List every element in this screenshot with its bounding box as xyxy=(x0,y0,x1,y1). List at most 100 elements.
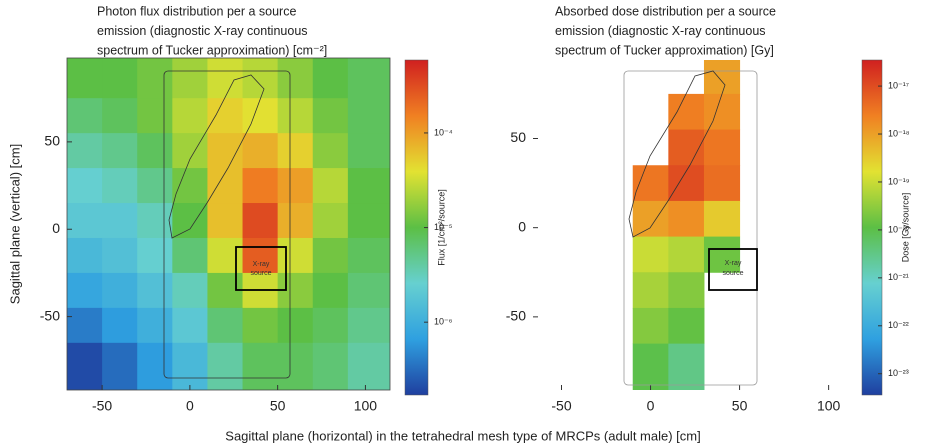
heat-cell xyxy=(207,58,244,99)
heat-cell xyxy=(102,342,138,390)
heat-cell xyxy=(347,272,390,309)
heat-cell xyxy=(277,168,314,204)
heat-cell xyxy=(242,58,279,99)
heat-cell xyxy=(242,342,279,390)
heat-cell xyxy=(632,200,669,238)
heat-cell xyxy=(172,237,208,274)
heat-cell xyxy=(632,165,669,202)
colorbar-tick-label: 10⁻⁶ xyxy=(434,317,453,327)
heat-cell xyxy=(668,343,705,390)
heat-cell xyxy=(632,307,669,345)
heat-cell xyxy=(207,307,244,344)
heat-cell xyxy=(347,98,390,134)
heat-cell xyxy=(632,272,669,309)
heat-cell xyxy=(277,307,314,344)
heat-cell xyxy=(632,343,669,390)
x-tick-label: 100 xyxy=(817,398,841,414)
body-outline xyxy=(168,74,265,239)
chart-title: spectrum of Tucker approximation) [Gy] xyxy=(555,43,774,57)
chart-title: emission (diagnostic X-ray continuous xyxy=(555,24,766,38)
heatmap xyxy=(67,58,390,390)
heat-cell xyxy=(668,307,705,345)
x-tick-label: 100 xyxy=(354,398,378,414)
heat-cell xyxy=(207,98,244,134)
heat-cell xyxy=(172,168,208,204)
heat-cell xyxy=(67,58,103,99)
plot-frame xyxy=(66,57,391,391)
colorbar-tick-label: 10⁻⁴ xyxy=(434,127,453,137)
x-tick-label: 0 xyxy=(647,398,655,414)
heat-cell xyxy=(137,203,173,239)
heat-cell xyxy=(668,129,705,166)
heat-cell xyxy=(277,133,314,169)
heat-cell xyxy=(347,203,390,239)
heat-cell xyxy=(67,168,103,204)
heat-cell xyxy=(172,307,208,344)
y-tick-label: 50 xyxy=(44,133,60,149)
phantom-box xyxy=(623,70,758,386)
x-tick-label: 50 xyxy=(732,398,748,414)
y-tick-label: -50 xyxy=(40,307,60,323)
heat-cell xyxy=(347,168,390,204)
colorbar xyxy=(861,59,883,396)
heat-cell xyxy=(242,307,279,344)
phantom-box xyxy=(163,70,291,379)
heat-cell xyxy=(277,237,314,274)
heat-cell xyxy=(102,203,138,239)
heat-cell xyxy=(137,98,173,134)
heat-cell xyxy=(668,200,705,238)
body-outline xyxy=(628,70,726,238)
heat-cell xyxy=(67,307,103,344)
chart-title: emission (diagnostic X-ray continuous xyxy=(97,24,308,38)
heat-cell xyxy=(207,203,244,239)
heat-cell xyxy=(242,133,279,169)
heat-cell xyxy=(67,342,103,390)
heat-cell xyxy=(207,133,244,169)
x-tick-label: -50 xyxy=(551,398,571,414)
source-label: X-ray xyxy=(725,260,742,267)
chart-title: Absorbed dose distribution per a source xyxy=(555,4,776,18)
y-axis-label: Sagittal plane (vertical) [cm] xyxy=(7,144,22,304)
heat-cell xyxy=(347,133,390,169)
source-box xyxy=(235,246,287,291)
colorbar-label: Flux [1/cm²/source] xyxy=(436,189,446,266)
heat-cell xyxy=(172,98,208,134)
heat-cell xyxy=(347,58,390,99)
x-tick-label: 50 xyxy=(270,398,286,414)
heat-cell xyxy=(67,98,103,134)
chart-title: spectrum of Tucker approximation) [cm⁻²] xyxy=(97,43,327,57)
colorbar-tick-label: 10⁻¹⁹ xyxy=(888,176,910,186)
heat-cell xyxy=(242,237,279,274)
heat-cell xyxy=(67,203,103,239)
heat-cell xyxy=(172,203,208,239)
heat-cell xyxy=(207,237,244,274)
heat-cell xyxy=(668,93,705,131)
heat-cell xyxy=(312,133,349,169)
heat-cell xyxy=(703,60,741,95)
heat-cell xyxy=(102,272,138,309)
heat-cell xyxy=(668,272,705,309)
heat-cell xyxy=(102,58,138,99)
colorbar-tick-label: 10⁻¹⁸ xyxy=(888,128,910,138)
y-tick-label: 0 xyxy=(518,218,526,234)
heat-cell xyxy=(668,236,705,273)
heat-cell xyxy=(703,129,741,166)
heat-cell xyxy=(347,237,390,274)
source-label: source xyxy=(250,270,271,277)
colorbar-tick-label: 10⁻²² xyxy=(888,320,909,330)
heat-cell xyxy=(207,168,244,204)
heat-cell xyxy=(347,307,390,344)
heat-cell xyxy=(703,165,741,202)
heat-cell xyxy=(137,307,173,344)
heat-cell xyxy=(347,342,390,390)
colorbar-tick-label: 10⁻²¹ xyxy=(888,272,909,282)
colorbar-tick-label: 10⁻¹⁷ xyxy=(888,80,909,90)
heat-cell xyxy=(312,237,349,274)
heat-cell xyxy=(312,168,349,204)
heat-cell xyxy=(277,58,314,99)
heat-cell xyxy=(172,272,208,309)
heat-cell xyxy=(312,342,349,390)
heat-cell xyxy=(137,58,173,99)
colorbar-label: Dose [Gy/source] xyxy=(900,193,910,263)
